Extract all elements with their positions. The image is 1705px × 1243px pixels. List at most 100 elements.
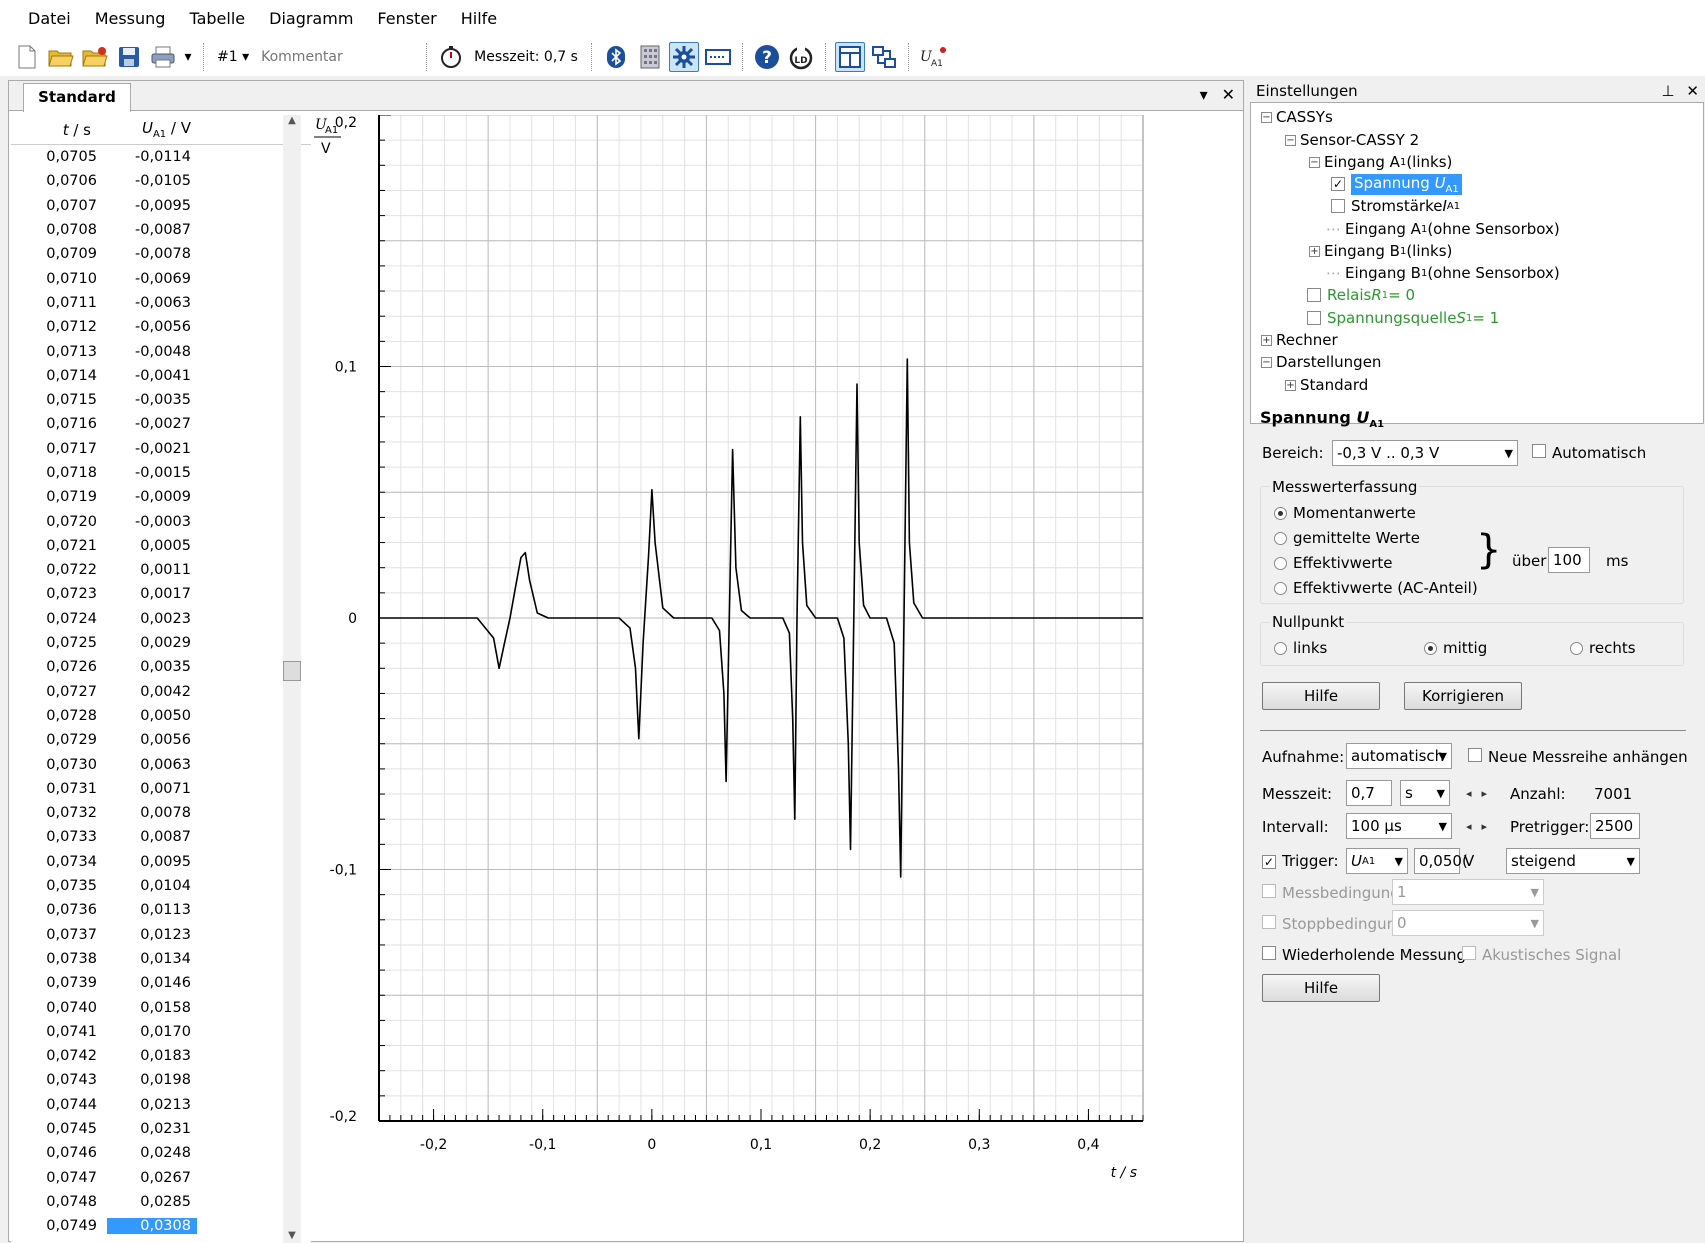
- checkbox-checked[interactable]: ✓: [1331, 177, 1345, 191]
- cell-ua1[interactable]: 0,0267: [140, 1169, 191, 1186]
- cell-ua1[interactable]: 0,0029: [140, 635, 191, 652]
- cell-ua1[interactable]: 0,0158: [140, 999, 191, 1016]
- table-row[interactable]: 0,0739 0,0146: [11, 971, 311, 995]
- table-row[interactable]: 0,0746 0,0248: [11, 1141, 311, 1165]
- cell-t[interactable]: 0,0734: [46, 853, 97, 870]
- checkbox[interactable]: [1331, 199, 1345, 213]
- table-row[interactable]: 0,0733 0,0087: [11, 825, 311, 849]
- radio-momentanwerte[interactable]: Momentanwerte: [1274, 504, 1416, 522]
- voltage-chart[interactable]: -0,2 -0,1 0 0,1 0,2 0,3 0,4 0,2 0,1 0 -0,1 -0,2 UA1 V…: [311, 115, 1245, 1243]
- cell-t[interactable]: 0,0708: [46, 222, 97, 239]
- table-row[interactable]: 0,0717 -0,0021: [11, 437, 311, 461]
- bluetooth-icon[interactable]: [601, 42, 631, 72]
- trigger-checkbox[interactable]: ✓ Trigger:: [1262, 852, 1339, 870]
- table-row[interactable]: 0,0734 0,0095: [11, 850, 311, 874]
- cell-t[interactable]: 0,0738: [46, 950, 97, 967]
- cell-t[interactable]: 0,0705: [46, 149, 97, 166]
- cell-t[interactable]: 0,0732: [46, 805, 97, 822]
- table-row[interactable]: 0,0713 -0,0048: [11, 339, 311, 363]
- cell-ua1[interactable]: -0,0063: [135, 294, 191, 311]
- table-row[interactable]: 0,0721 0,0005: [11, 534, 311, 558]
- collapse-icon[interactable]: −: [1285, 134, 1296, 146]
- stoppbedingung-checkbox[interactable]: Stoppbedingung:: [1262, 915, 1411, 933]
- network-icon[interactable]: [869, 42, 899, 72]
- cell-t[interactable]: 0,0730: [46, 756, 97, 773]
- korrigieren-button[interactable]: Korrigieren: [1404, 682, 1522, 710]
- panel-close-icon[interactable]: ✕: [1686, 82, 1699, 100]
- table-row[interactable]: 0,0716 -0,0027: [11, 412, 311, 436]
- pin-icon[interactable]: ⊥: [1661, 82, 1675, 100]
- cell-t[interactable]: 0,0720: [46, 513, 97, 530]
- window-layout-icon[interactable]: [834, 42, 865, 72]
- table-row[interactable]: 0,0732 0,0078: [11, 801, 311, 825]
- table-row[interactable]: 0,0705 -0,0114: [11, 145, 311, 169]
- cell-t[interactable]: 0,0745: [46, 1121, 97, 1138]
- cell-ua1[interactable]: 0,0017: [140, 586, 191, 603]
- cell-ua1[interactable]: -0,0021: [135, 440, 191, 457]
- expand-icon[interactable]: +: [1261, 334, 1272, 346]
- table-row[interactable]: 0,0744 0,0213: [11, 1093, 311, 1117]
- trigger-value-input[interactable]: 0,050(: [1414, 848, 1468, 874]
- table-row[interactable]: 0,0720 -0,0003: [11, 509, 311, 533]
- radio-effektivwerte[interactable]: Effektivwerte: [1274, 554, 1392, 572]
- intervall-select[interactable]: 100 µs ▼: [1346, 813, 1452, 839]
- cell-ua1[interactable]: -0,0027: [135, 416, 191, 433]
- aufnahme-select[interactable]: automatisch ▼: [1346, 743, 1452, 769]
- table-row[interactable]: 0,0718 -0,0015: [11, 461, 311, 485]
- cell-t[interactable]: 0,0749: [46, 1218, 97, 1235]
- cell-ua1[interactable]: 0,0146: [140, 975, 191, 992]
- cell-t[interactable]: 0,0717: [46, 440, 97, 457]
- cell-ua1[interactable]: -0,0015: [135, 465, 191, 481]
- cell-t[interactable]: 0,0735: [46, 878, 97, 895]
- menu-item-diagramm[interactable]: Diagramm: [269, 9, 354, 28]
- cell-t[interactable]: 0,0741: [46, 1023, 97, 1040]
- cell-t[interactable]: 0,0712: [46, 319, 97, 336]
- cell-t[interactable]: 0,0722: [46, 562, 97, 579]
- cell-t[interactable]: 0,0710: [46, 270, 97, 287]
- print-dropdown-icon[interactable]: ▾: [184, 49, 192, 65]
- cell-t[interactable]: 0,0713: [46, 343, 97, 360]
- cell-ua1[interactable]: 0,0023: [140, 610, 191, 627]
- pretrigger-input[interactable]: 2500: [1590, 813, 1640, 839]
- table-row[interactable]: 0,0723 0,0017: [11, 582, 311, 606]
- cell-t[interactable]: 0,0728: [46, 707, 97, 724]
- radio-rechts[interactable]: rechts: [1570, 639, 1636, 657]
- table-row[interactable]: 0,0743 0,0198: [11, 1068, 311, 1092]
- tree-node-sensor-cassy[interactable]: − Sensor-CASSY 2: [1285, 131, 1420, 149]
- table-row[interactable]: 0,0736 0,0113: [11, 898, 311, 922]
- close-icon[interactable]: ✕: [1221, 85, 1235, 104]
- settings-gear-icon[interactable]: [668, 42, 699, 72]
- measure-time-label[interactable]: Messzeit: 0,7 s: [474, 49, 578, 65]
- cell-ua1[interactable]: -0,0095: [135, 197, 191, 214]
- cell-ua1[interactable]: -0,0041: [135, 367, 191, 384]
- cell-t[interactable]: 0,0724: [46, 610, 97, 627]
- collapse-icon[interactable]: −: [1261, 356, 1272, 368]
- table-row[interactable]: 0,0709 -0,0078: [11, 242, 311, 266]
- cell-ua1[interactable]: 0,0123: [140, 926, 191, 943]
- cell-t[interactable]: 0,0733: [46, 829, 97, 846]
- checkbox[interactable]: [1307, 311, 1321, 325]
- table-row[interactable]: 0,0726 0,0035: [11, 655, 311, 679]
- cell-ua1[interactable]: -0,0069: [135, 270, 191, 287]
- table-row[interactable]: 0,0737 0,0123: [11, 923, 311, 947]
- cell-ua1[interactable]: 0,0095: [140, 853, 191, 870]
- cell-t[interactable]: 0,0723: [46, 586, 97, 603]
- cell-ua1[interactable]: 0,0050: [140, 707, 191, 724]
- cell-ua1[interactable]: 0,0005: [140, 537, 191, 554]
- cell-ua1[interactable]: 0,0056: [140, 732, 191, 749]
- table-row[interactable]: 0,0706 -0,0105: [11, 169, 311, 193]
- cell-t[interactable]: 0,0709: [46, 246, 97, 263]
- cell-ua1[interactable]: -0,0078: [135, 246, 191, 263]
- help-icon[interactable]: ?: [752, 42, 782, 72]
- cell-ua1[interactable]: -0,0009: [135, 489, 191, 506]
- neue-messreihe-checkbox[interactable]: Neue Messreihe anhängen: [1468, 748, 1688, 766]
- hilfe-button[interactable]: Hilfe: [1262, 682, 1380, 710]
- table-row[interactable]: 0,0741 0,0170: [11, 1020, 311, 1044]
- expand-icon[interactable]: +: [1285, 379, 1296, 391]
- messbedingung-input[interactable]: 1 ▼: [1392, 879, 1544, 905]
- table-row[interactable]: 0,0724 0,0023: [11, 607, 311, 631]
- cell-t[interactable]: 0,0736: [46, 902, 97, 919]
- open-folder-icon[interactable]: [46, 42, 76, 72]
- scroll-down-icon[interactable]: ▼: [288, 1230, 296, 1241]
